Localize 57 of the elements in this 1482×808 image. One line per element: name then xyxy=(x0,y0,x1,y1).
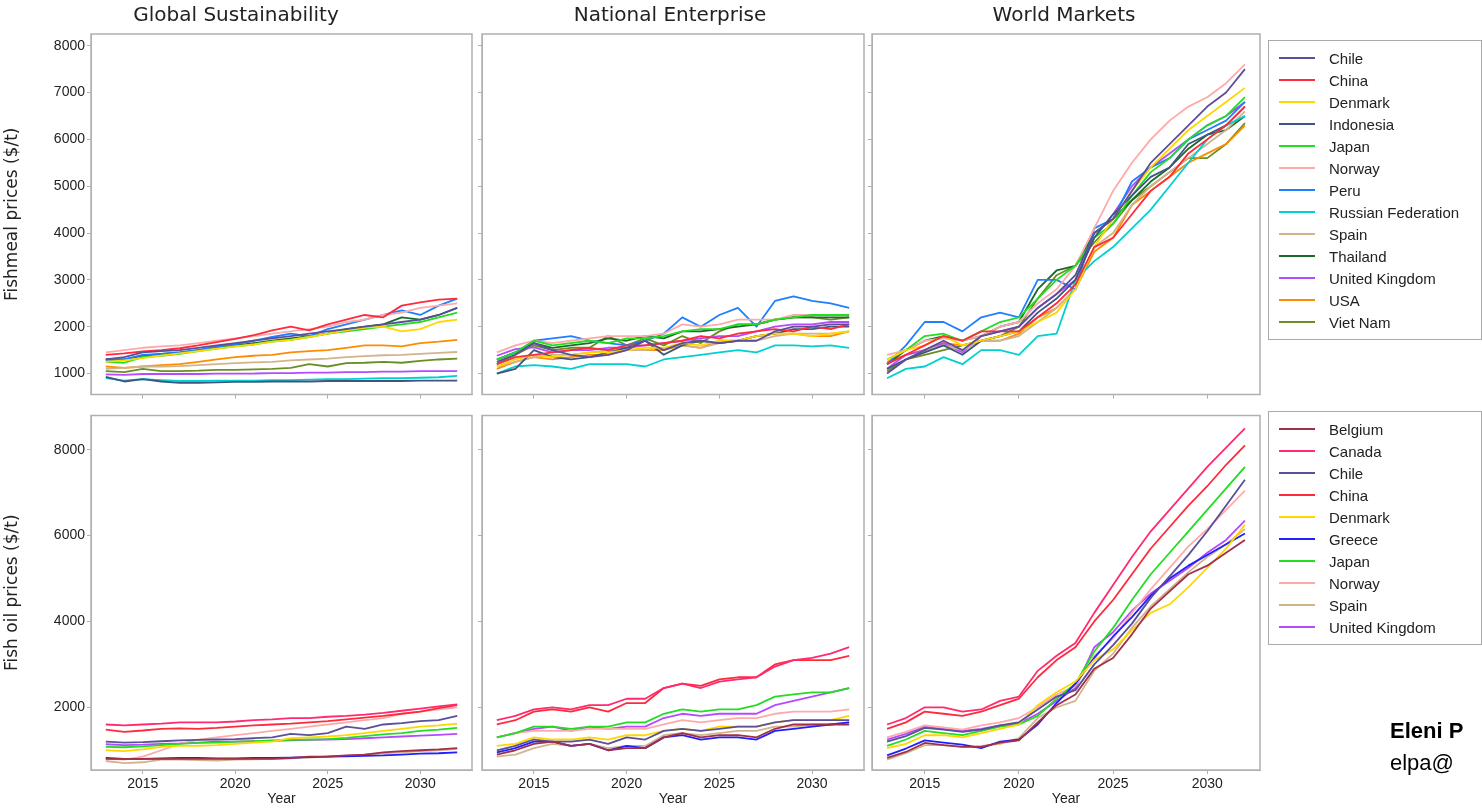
y-tick-label: 5000 xyxy=(53,177,86,194)
legend-label: Canada xyxy=(1329,442,1382,460)
text: Eleni P xyxy=(1390,718,1464,744)
text: elpa@ xyxy=(1390,750,1454,776)
chart-title: National Enterprise xyxy=(573,2,767,27)
legend-label: Norway xyxy=(1329,574,1380,592)
legend-label: United Kingdom xyxy=(1329,269,1436,287)
y-tick-label: 8000 xyxy=(53,36,86,53)
legend-label: Denmark xyxy=(1329,508,1390,526)
legend-label: Chile xyxy=(1329,49,1364,67)
x-tick-label: 2030 xyxy=(404,775,436,792)
y-axis-title: Fish oil prices ($/t) xyxy=(0,514,21,671)
legend-label: China xyxy=(1329,486,1369,504)
y-tick-label: 8000 xyxy=(53,440,86,457)
y-tick-label: 4000 xyxy=(53,612,86,629)
legend-label: Spain xyxy=(1329,596,1368,614)
x-axis-title: Year xyxy=(267,790,296,807)
x-tick-label: 2015 xyxy=(127,775,159,792)
legend-label: Belgium xyxy=(1329,420,1384,438)
y-tick-label: 6000 xyxy=(53,130,86,147)
x-tick-label: 2025 xyxy=(312,775,344,792)
x-axis-title: Year xyxy=(658,790,688,807)
x-tick-label: 2020 xyxy=(611,775,643,792)
legend-label: USA xyxy=(1329,291,1360,309)
y-tick-label: 3000 xyxy=(53,270,86,287)
legend-label: China xyxy=(1329,71,1369,89)
x-tick-label: 2020 xyxy=(219,775,252,792)
legend-label: Chile xyxy=(1329,464,1364,482)
legend-label: United Kingdom xyxy=(1329,618,1436,636)
legend-label: Thailand xyxy=(1329,247,1387,265)
x-tick-label: 2030 xyxy=(796,775,828,792)
y-tick-label: 2000 xyxy=(53,317,86,334)
legend-label: Japan xyxy=(1329,137,1370,155)
y-tick-label: 7000 xyxy=(53,83,86,100)
chart-title: Global Sustainability xyxy=(133,2,339,27)
legend-label: Spain xyxy=(1329,225,1368,243)
x-tick-label: 2025 xyxy=(1097,775,1129,792)
y-tick-label: 2000 xyxy=(53,698,86,715)
y-tick-label: 4000 xyxy=(53,223,86,240)
x-tick-label: 2025 xyxy=(703,775,736,792)
chart-title: World Markets xyxy=(992,2,1136,27)
x-tick-label: 2015 xyxy=(518,775,550,792)
y-tick-label: 1000 xyxy=(53,364,86,381)
legend-label: Peru xyxy=(1329,181,1361,199)
x-tick-label: 2030 xyxy=(1191,775,1224,792)
legend-label: Norway xyxy=(1329,159,1380,177)
y-tick-label: 6000 xyxy=(53,526,86,543)
x-axis-title: Year xyxy=(1051,790,1081,807)
legend-label: Japan xyxy=(1329,552,1370,570)
legend-label: Denmark xyxy=(1329,93,1390,111)
legend-label: Indonesia xyxy=(1329,115,1395,133)
legend-label: Viet Nam xyxy=(1329,313,1391,331)
legend-label: Russian Federation xyxy=(1329,203,1460,221)
x-tick-label: 2020 xyxy=(1003,775,1035,792)
y-axis-title: Fishmeal prices ($/t) xyxy=(0,127,21,302)
x-tick-label: 2015 xyxy=(909,775,941,792)
legend-label: Greece xyxy=(1329,530,1379,548)
